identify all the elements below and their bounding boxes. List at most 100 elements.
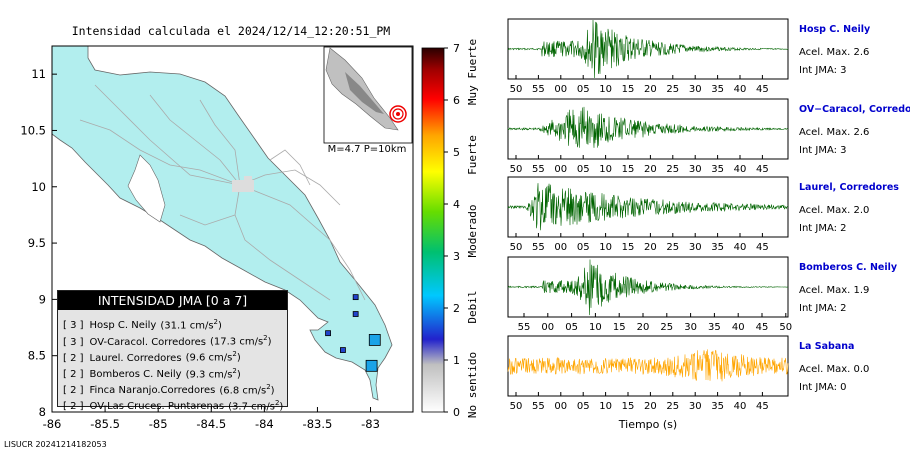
seismogram-tick-label: 25 [666, 164, 679, 175]
max-acceleration: Acel. Max. 2.0 [799, 205, 869, 216]
seismogram-tick-label: 05 [565, 322, 578, 333]
legend-item-close: ) [279, 401, 284, 413]
seismogram-tick-label: 55 [532, 164, 545, 175]
seismogram-tick-label: 50 [510, 401, 523, 412]
seismogram-trace [507, 349, 789, 382]
legend-item-sup: 2 [266, 382, 271, 391]
station-marker [325, 330, 331, 337]
seismogram-tick-label: 10 [599, 242, 612, 253]
legend-item-name: Bomberos C. Neily [89, 368, 182, 380]
seismogram-tick-label: 10 [599, 84, 612, 95]
seismogram-xlabel: Tiempo (s) [618, 418, 677, 431]
seismogram-tick-label: 40 [732, 322, 745, 333]
map-y-tick-label: 9.5 [28, 236, 46, 250]
seismogram-tick-label: 00 [554, 84, 567, 95]
colorbar-tick-label: 0 [453, 406, 460, 419]
seismogram-tick-label: 55 [532, 242, 545, 253]
seismogram-tick-label: 50 [510, 164, 523, 175]
map-x-tick-label: -83 [361, 417, 380, 431]
seismogram-tick-label: 00 [554, 164, 567, 175]
seismogram-panels: 50 55 00 05 10 15 20 25 30 35 40 45 Hosp C. Neily Ace… [507, 18, 910, 412]
map-y-tick-label: 10 [31, 180, 46, 194]
station-name: Bomberos C. Neily [799, 262, 898, 273]
legend-list: [ 3 ] Hosp C. Neily (31.1 cm/s2)[ 3 ] OV-Ca… [58, 310, 287, 413]
seismogram-tick-label: 15 [622, 242, 635, 253]
seismogram-tick-label: 25 [660, 322, 673, 333]
legend-item-sup: 2 [232, 366, 237, 375]
colorbar-tick-label: 4 [453, 198, 460, 211]
seismogram-trace [507, 259, 789, 316]
seismogram-tick-label: 15 [622, 84, 635, 95]
legend-item: [ 3 ] OV-Caracol. Corredores (17.3 cm/s2) [63, 330, 287, 348]
seismogram-tick-label: 35 [711, 401, 724, 412]
seismogram-tick-label: 25 [666, 401, 679, 412]
legend-item-acc: (9.6 cm/s [185, 352, 233, 364]
seismogram-tick-label: 10 [599, 164, 612, 175]
max-acceleration: Acel. Max. 1.9 [799, 285, 869, 296]
map-x-axis: -86 -85.5 -85 -84.5 -84 -83.5 -83 [43, 407, 380, 431]
map-x-tick-label: -85 [149, 417, 168, 431]
station-marker [352, 311, 359, 317]
map-x-tick-label: -86 [43, 417, 62, 431]
seismogram-panel: 50 55 00 05 10 15 20 25 30 35 40 45 Laurel, Corredor… [507, 176, 899, 253]
seismogram-panel: 50 55 00 05 10 15 20 25 30 35 40 45 Hosp C. Neily Ace… [507, 18, 871, 95]
legend-item-sup: 2 [232, 350, 237, 359]
map-x-tick-label: -84 [255, 417, 274, 431]
intensity-legend: INTENSIDAD JMA [0 a 7] [ 3 ] Hosp C. Neil… [57, 290, 288, 412]
max-acceleration: Acel. Max. 2.6 [799, 127, 869, 138]
epicenter-icon [389, 105, 407, 123]
legend-item-close: ) [270, 385, 275, 397]
intensity-colorbar: 0 1 2 3 4 5 6 7 No sentido Debil Moderado Fuerte Mu… [421, 39, 479, 419]
seismogram-tick-label: 30 [689, 242, 702, 253]
seismogram-tick-label: 45 [756, 401, 769, 412]
map-x-tick-label: -85.5 [90, 417, 120, 431]
legend-item-level: [ 2 ] [63, 368, 84, 380]
footer-id: LISUCR 20241214182053 [4, 440, 107, 449]
legend-item-name: Hosp C. Neily [89, 320, 157, 332]
legend-item-sup: 2 [274, 398, 280, 407]
seismogram-tick-label: 20 [644, 242, 657, 253]
station-markers [325, 294, 381, 372]
seismogram-tick-label: 45 [756, 164, 769, 175]
seismogram-trace [507, 183, 789, 231]
legend-item-acc: (9.3 cm/s [185, 368, 233, 380]
seismogram-tick-label: 20 [644, 84, 657, 95]
map-y-tick-label: 9 [39, 292, 46, 306]
seismogram-tick-label: 05 [577, 242, 590, 253]
legend-item-close: ) [267, 336, 272, 348]
seismogram-tick-label: 05 [577, 164, 590, 175]
legend-item-level: [ 2 ] [63, 401, 84, 413]
seismogram-tick-label: 45 [756, 322, 769, 333]
jma-intensity: Int JMA: 0 [799, 382, 847, 393]
seismogram-tick-label: 00 [554, 242, 567, 253]
seismogram-tick-label: 00 [541, 322, 554, 333]
seismogram-tick-label: 20 [644, 164, 657, 175]
legend-item-acc: (6.8 cm/s [219, 385, 267, 397]
seismogram-tick-label: 40 [734, 242, 747, 253]
inset-map: M=4.7 P=10km [323, 46, 413, 155]
seismogram-tick-label: 40 [734, 84, 747, 95]
seismogram-tick-label: 50 [779, 322, 792, 333]
legend-item: [ 2 ] Bomberos C. Neily (9.3 cm/s2) [63, 363, 287, 380]
station-marker [368, 334, 381, 346]
seismogram-tick-label: 50 [510, 242, 523, 253]
seismogram-tick-label: 35 [711, 84, 724, 95]
seismogram-tick-label: 40 [734, 164, 747, 175]
seismogram-tick-label: 15 [622, 401, 635, 412]
seismogram-tick-label: 20 [637, 322, 650, 333]
legend-item-name: OV-Caracol. Corredores [89, 336, 206, 348]
seismogram-tick-label: 55 [518, 322, 531, 333]
map-x-tick-label: -84.5 [196, 417, 226, 431]
max-acceleration: Acel. Max. 0.0 [799, 364, 869, 375]
jma-intensity: Int JMA: 3 [799, 145, 847, 156]
map-y-tick-label: 11 [31, 67, 46, 81]
legend-item-acc: (17.3 cm/s [210, 336, 264, 348]
legend-item-close: ) [236, 368, 241, 380]
map-y-axis: 11 10.5 10 9.5 9 8.5 8 [20, 67, 57, 419]
colorbar-tick-label: 5 [453, 146, 460, 159]
jma-intensity: Int JMA: 3 [799, 65, 847, 76]
station-marker [352, 294, 359, 301]
inset-magnitude-text: M=4.7 P=10km [328, 144, 407, 155]
seismogram-tick-label: 05 [577, 84, 590, 95]
colorbar-level-label: Debil [466, 290, 479, 323]
